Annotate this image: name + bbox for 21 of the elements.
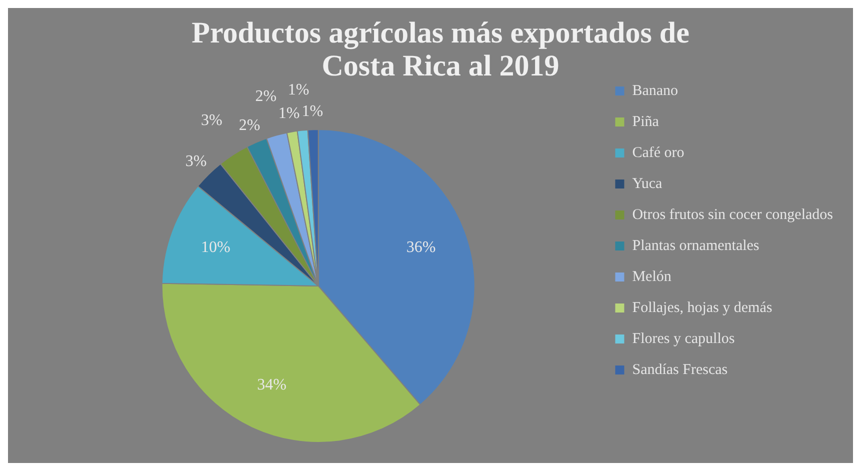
chart-title: Productos agrícolas más exportados de Costa Rica al 2019 (192, 16, 690, 82)
legend-label: Banano (632, 82, 678, 99)
data-label: 3% (185, 152, 207, 170)
data-label: 2% (238, 116, 260, 134)
legend-label: Flores y capullos (632, 330, 735, 347)
legend-label: Piña (632, 114, 660, 130)
data-label: 1% (278, 105, 300, 122)
legend-label: Melón (632, 268, 672, 285)
legend-label: Otros frutos sin cocer congelados (632, 206, 834, 223)
data-label: 1% (288, 82, 310, 99)
data-label: 34% (257, 376, 286, 394)
legend-label: Sandías Frescas (632, 362, 728, 378)
data-label: 2% (255, 88, 277, 105)
data-label: 3% (200, 112, 222, 130)
data-label: 10% (200, 239, 230, 256)
legend-label: Café oro (632, 144, 684, 161)
data-label: 36% (406, 239, 436, 256)
legend-label: Follajes, hojas y demás (632, 300, 772, 316)
legend-label: Plantas ornamentales (632, 238, 760, 254)
data-label: 1% (302, 102, 324, 120)
legend-label: Yuca (632, 176, 663, 192)
